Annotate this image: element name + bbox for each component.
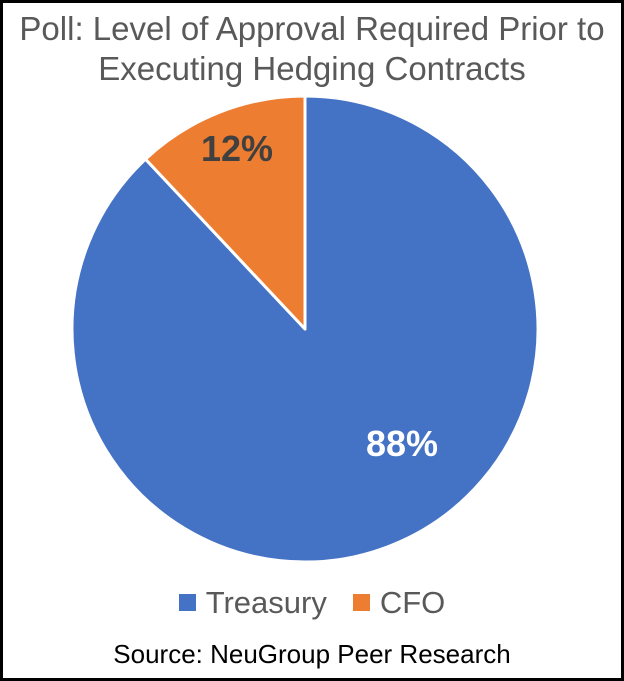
cfo-swatch-icon: [352, 593, 370, 611]
pie-slice-treasury[interactable]: [70, 94, 540, 564]
pie-chart: [70, 94, 540, 564]
data-label-cfo: 12%: [200, 128, 274, 169]
pie-slice-cfo[interactable]: [144, 94, 307, 331]
chart-title: Poll: Level of Approval Required Prior t…: [19, 10, 605, 87]
treasury-swatch-icon: [178, 593, 196, 611]
data-label-treasury: 88%: [365, 423, 439, 464]
legend-label-cfo: CFO: [379, 584, 446, 620]
legend-item-treasury[interactable]: Treasury: [178, 584, 327, 620]
source-note: Source: NeuGroup Peer Research: [113, 639, 511, 669]
legend-item-cfo[interactable]: CFO: [352, 584, 446, 620]
legend-label-treasury: Treasury: [205, 584, 327, 620]
legend: Treasury CFO: [3, 585, 621, 619]
